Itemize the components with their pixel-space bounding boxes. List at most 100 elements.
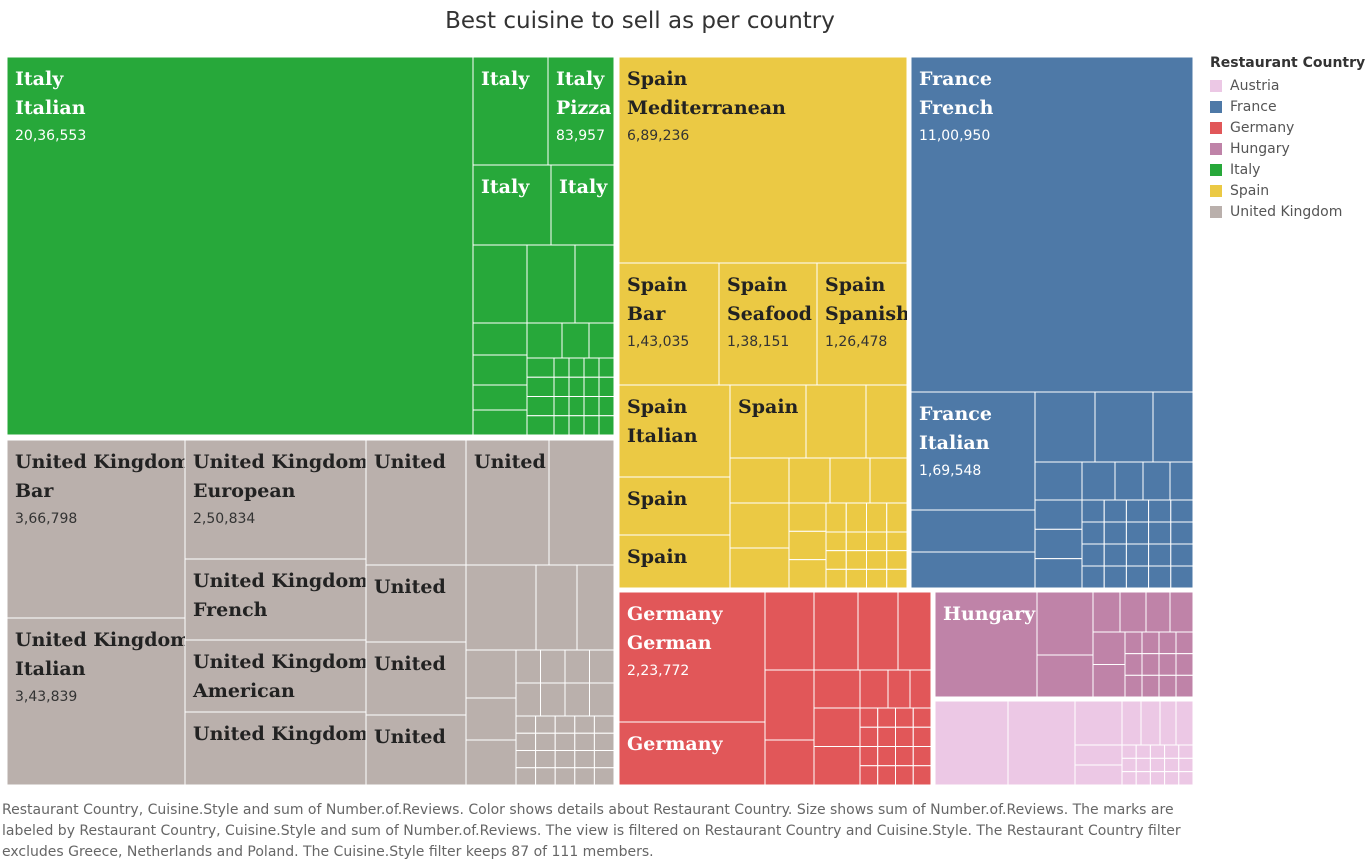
treemap-tile[interactable] [1081,565,1105,589]
treemap-tile[interactable] [764,669,815,741]
treemap-tile[interactable] [1145,591,1171,633]
treemap-tile-united-kingdom-french[interactable] [184,558,367,641]
treemap-tile[interactable] [1092,591,1121,633]
treemap-tile-united-kingdom-american[interactable] [184,639,367,713]
treemap-tile[interactable] [1175,631,1194,655]
treemap-tile[interactable] [1170,565,1194,589]
treemap-tile[interactable] [554,732,576,751]
treemap-tile[interactable] [1135,744,1151,759]
treemap-tile[interactable] [1169,461,1194,501]
treemap-tile-spain-bar[interactable] [618,262,720,386]
treemap-tile[interactable] [909,669,932,709]
treemap-tile[interactable] [1148,543,1172,567]
treemap-tile[interactable] [465,564,537,651]
treemap-tile[interactable] [1092,664,1126,698]
treemap-tile[interactable] [825,531,847,552]
treemap-tile[interactable] [813,669,861,709]
treemap-tile[interactable] [1175,653,1194,676]
treemap-tile[interactable] [895,707,914,728]
treemap-tile[interactable] [1034,391,1096,463]
treemap-tile[interactable] [1178,771,1194,786]
treemap-tile[interactable] [1148,521,1172,545]
treemap-tile[interactable] [1178,757,1194,773]
treemap-tile[interactable] [910,509,1036,553]
treemap-tile[interactable] [574,244,615,324]
treemap-tile[interactable] [548,439,615,566]
treemap-tile[interactable] [1140,700,1161,746]
treemap-tile[interactable] [568,376,585,397]
treemap-tile[interactable] [1149,771,1166,786]
treemap-tile[interactable] [1121,771,1137,786]
treemap-tile[interactable] [857,591,899,671]
treemap-tile[interactable] [1158,653,1177,676]
treemap-tile[interactable] [1124,674,1143,698]
treemap-tile[interactable] [554,767,576,786]
treemap-tile[interactable] [1121,744,1137,759]
treemap-tile[interactable] [1081,461,1116,501]
treemap-tile[interactable] [598,396,615,417]
treemap-tile[interactable] [589,649,615,684]
treemap-tile[interactable] [1124,631,1143,655]
treemap-tile[interactable] [866,550,888,570]
treemap-tile-spain-10[interactable] [729,384,807,459]
treemap-tile[interactable] [825,568,847,589]
treemap-tile[interactable] [805,384,867,459]
treemap-tile[interactable] [788,559,827,589]
treemap-tile[interactable] [912,765,932,786]
treemap-tile[interactable] [472,322,528,356]
treemap-tile[interactable] [887,669,911,709]
treemap-tile[interactable] [788,530,827,561]
treemap-tile[interactable] [526,357,555,378]
treemap-tile[interactable] [1074,700,1123,746]
treemap-tile[interactable] [472,409,528,436]
treemap-tile-hungary-28[interactable] [934,591,1038,698]
treemap-tile[interactable] [1141,674,1160,698]
treemap-tile-united-kingdom-european[interactable] [184,439,367,560]
treemap-tile[interactable] [845,550,867,570]
treemap-tile[interactable] [1081,499,1105,523]
treemap-tile[interactable] [593,750,615,769]
treemap-tile[interactable] [589,682,615,717]
treemap-tile[interactable] [886,531,908,552]
treemap-tile-italy-italian[interactable] [6,56,474,436]
treemap-tile[interactable] [515,715,537,734]
treemap-tile[interactable] [554,715,576,734]
treemap-tile[interactable] [1121,700,1142,746]
treemap-tile[interactable] [1148,499,1172,523]
treemap-tile[interactable] [553,396,570,417]
treemap-tile[interactable] [1141,653,1160,676]
treemap-tile-united-kingdom-25[interactable] [365,714,467,786]
treemap-tile-united-kingdom-italian[interactable] [6,617,186,786]
treemap-tile[interactable] [515,732,537,751]
treemap-tile[interactable] [845,531,867,552]
treemap-tile-germany-german[interactable] [618,591,766,723]
treemap-tile[interactable] [1170,543,1194,567]
treemap-tile[interactable] [845,502,867,533]
treemap-tile[interactable] [1178,744,1194,759]
treemap-tile[interactable] [553,357,570,378]
treemap-tile-italy-1[interactable] [472,56,549,166]
treemap-tile[interactable] [535,715,556,734]
treemap-tile[interactable] [598,357,615,378]
treemap-tile[interactable] [764,739,815,786]
treemap-tile[interactable] [813,707,861,747]
treemap-tile-spain-spanish[interactable] [816,262,908,386]
treemap-tile[interactable] [1114,461,1144,501]
treemap-tile[interactable] [845,568,867,589]
legend-item-france[interactable]: France [1210,96,1370,117]
legend-item-united-kingdom[interactable]: United Kingdom [1210,201,1370,222]
treemap-tile[interactable] [1135,771,1151,786]
legend-item-italy[interactable]: Italy [1210,159,1370,180]
treemap-tile[interactable] [1169,591,1194,633]
treemap-tile[interactable] [788,502,827,532]
treemap-tile[interactable] [1092,631,1126,665]
treemap-tile[interactable] [1125,543,1150,567]
treemap-tile[interactable] [1135,757,1151,773]
treemap-tile[interactable] [910,551,1036,589]
treemap-tile[interactable] [829,457,871,504]
treemap-tile[interactable] [540,649,566,684]
treemap-tile[interactable] [472,384,528,411]
treemap-tile[interactable] [1159,700,1177,746]
treemap-tile-germany-27[interactable] [618,721,766,786]
treemap-tile[interactable] [1125,499,1150,523]
